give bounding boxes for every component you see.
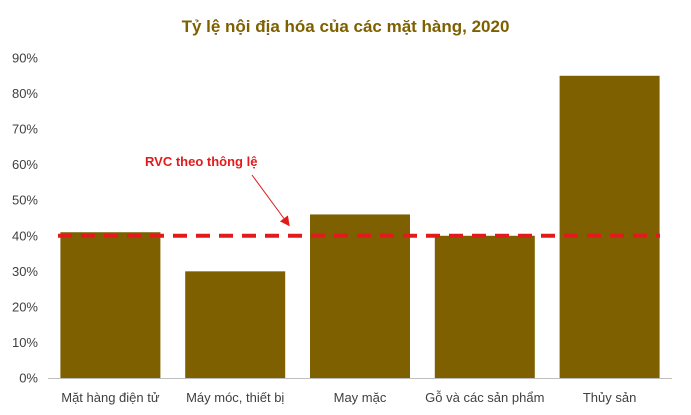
y-tick-label: 50% xyxy=(12,193,38,208)
y-tick-label: 70% xyxy=(12,122,38,137)
bar xyxy=(310,214,410,378)
y-tick-label: 80% xyxy=(12,86,38,101)
annotation-group: RVC theo thông lệ xyxy=(145,154,290,227)
x-tick-label: Mặt hàng điện tử xyxy=(61,390,160,405)
y-tick-label: 40% xyxy=(12,228,38,243)
annotation-label: RVC theo thông lệ xyxy=(145,154,257,169)
x-tick-label: Gỗ và các sản phẩm xyxy=(425,390,544,405)
y-tick-label: 10% xyxy=(12,335,38,350)
x-tick-label: Máy móc, thiết bị xyxy=(186,390,284,405)
annotation-arrow xyxy=(251,174,290,227)
y-tick-label: 30% xyxy=(12,264,38,279)
y-tick-label: 20% xyxy=(12,299,38,314)
y-axis: 0% 10% 20% 30% 40% 50% 60% 70% 80% 90% xyxy=(12,51,38,386)
y-tick-label: 90% xyxy=(12,51,38,66)
bar xyxy=(559,75,660,379)
chart-title: Tỷ lệ nội địa hóa của các mặt hàng, 2020 xyxy=(182,17,510,36)
bar xyxy=(60,232,161,378)
bar xyxy=(185,271,286,378)
x-axis: Mặt hàng điện tử Máy móc, thiết bị May mặc… xyxy=(48,378,672,405)
bars xyxy=(60,75,660,379)
x-tick-label: May mặc xyxy=(334,390,387,405)
y-tick-label: 60% xyxy=(12,157,38,172)
bar xyxy=(434,235,535,378)
x-tick-label: Thủy sản xyxy=(583,390,636,405)
y-tick-label: 0% xyxy=(19,371,38,386)
